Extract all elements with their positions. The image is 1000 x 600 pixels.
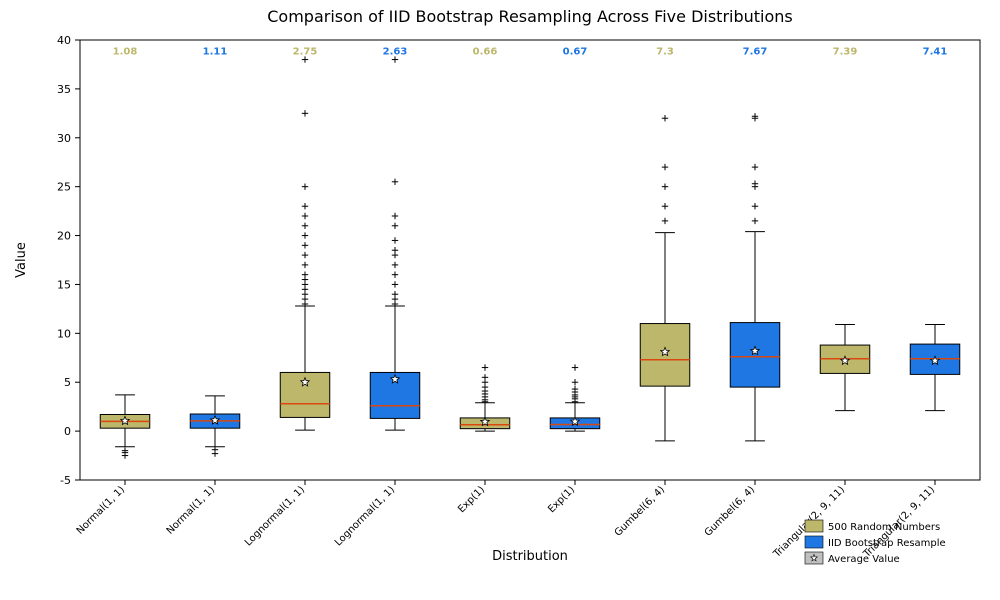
legend-label: Average Value	[828, 554, 900, 565]
y-tick-label: 40	[57, 34, 71, 47]
series-mean-label: 7.67	[743, 47, 768, 58]
y-tick-label: -5	[60, 474, 71, 487]
y-tick-label: 25	[57, 181, 71, 194]
chart-container: -5 0 5 10 15 20 25 30 35 40 Value Comparison of IID…	[0, 0, 1000, 600]
series-mean-label: 1.11	[203, 47, 228, 58]
y-tick-label: 5	[64, 376, 71, 389]
series-mean-label: 2.63	[383, 47, 408, 58]
series-mean-label: 2.75	[293, 47, 318, 58]
y-tick-label: 10	[57, 327, 71, 340]
y-tick-label: 15	[57, 278, 71, 291]
series-mean-label: 0.66	[473, 47, 498, 58]
series-mean-label: 7.39	[833, 47, 858, 58]
y-tick-label: 30	[57, 132, 71, 145]
y-axis-label: Value	[14, 242, 29, 278]
series-mean-label: 1.08	[113, 47, 138, 58]
x-tick-label: Exp(1)	[546, 484, 577, 515]
x-tick-label: Normal(1, 1)	[165, 484, 217, 536]
y-tick-label: 35	[57, 83, 71, 96]
boxplot-chart: -5 0 5 10 15 20 25 30 35 40 Value Comparison of IID…	[0, 0, 1000, 600]
legend-label: 500 Random Numbers	[828, 522, 940, 533]
chart-title: Comparison of IID Bootstrap Resampling A…	[267, 7, 793, 26]
x-tick-label: Gumbel(6, 4)	[613, 484, 668, 539]
series-mean-label: 7.3	[656, 47, 674, 58]
y-tick-label: 0	[64, 425, 71, 438]
series-mean-label: 7.41	[923, 47, 948, 58]
x-tick-label: Lognormal(1, 1)	[333, 484, 397, 548]
legend-label: IID Bootstrap Resample	[828, 538, 946, 549]
x-tick-label: Normal(1, 1)	[75, 484, 127, 536]
legend-swatch	[805, 536, 823, 548]
x-axis-label: Distribution	[492, 549, 568, 564]
x-tick-label: Gumbel(6, 4)	[703, 484, 758, 539]
x-tick-label: Exp(1)	[456, 484, 487, 515]
series-mean-label: 0.67	[563, 47, 588, 58]
y-tick-label: 20	[57, 230, 71, 243]
legend-swatch	[805, 520, 823, 532]
legend: 500 Random Numbers IID Bootstrap Resample…	[805, 520, 946, 565]
x-tick-label: Lognormal(1, 1)	[243, 484, 307, 548]
